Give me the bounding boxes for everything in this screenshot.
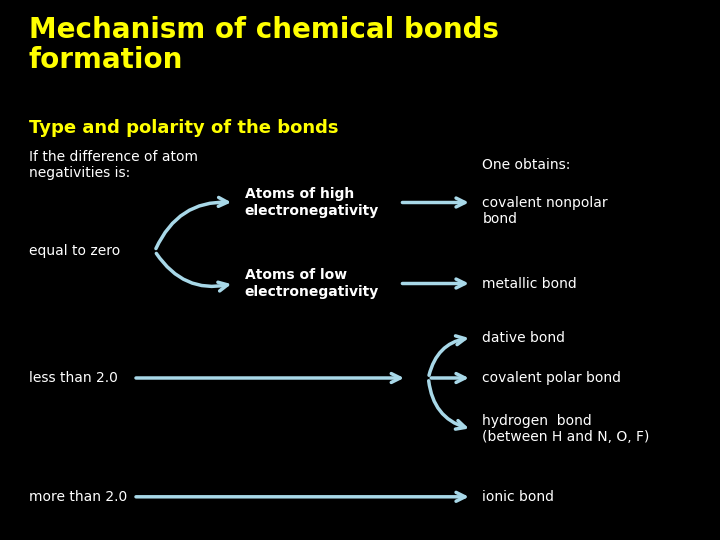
Text: Atoms of high
electronegativity: Atoms of high electronegativity [245, 187, 379, 218]
Text: covalent nonpolar
bond: covalent nonpolar bond [482, 195, 608, 226]
Text: Atoms of low
electronegativity: Atoms of low electronegativity [245, 268, 379, 299]
Text: metallic bond: metallic bond [482, 276, 577, 291]
Text: Type and polarity of the bonds: Type and polarity of the bonds [29, 119, 338, 137]
Text: hydrogen  bond
(between H and N, O, F): hydrogen bond (between H and N, O, F) [482, 414, 649, 444]
Text: If the difference of atom
negativities is:: If the difference of atom negativities i… [29, 150, 198, 180]
Text: One obtains:: One obtains: [482, 158, 571, 172]
Text: covalent polar bond: covalent polar bond [482, 371, 621, 385]
Text: equal to zero: equal to zero [29, 244, 120, 258]
Text: dative bond: dative bond [482, 330, 565, 345]
Text: less than 2.0: less than 2.0 [29, 371, 117, 385]
Text: Mechanism of chemical bonds
formation: Mechanism of chemical bonds formation [29, 16, 499, 75]
Text: more than 2.0: more than 2.0 [29, 490, 127, 504]
Text: ionic bond: ionic bond [482, 490, 554, 504]
